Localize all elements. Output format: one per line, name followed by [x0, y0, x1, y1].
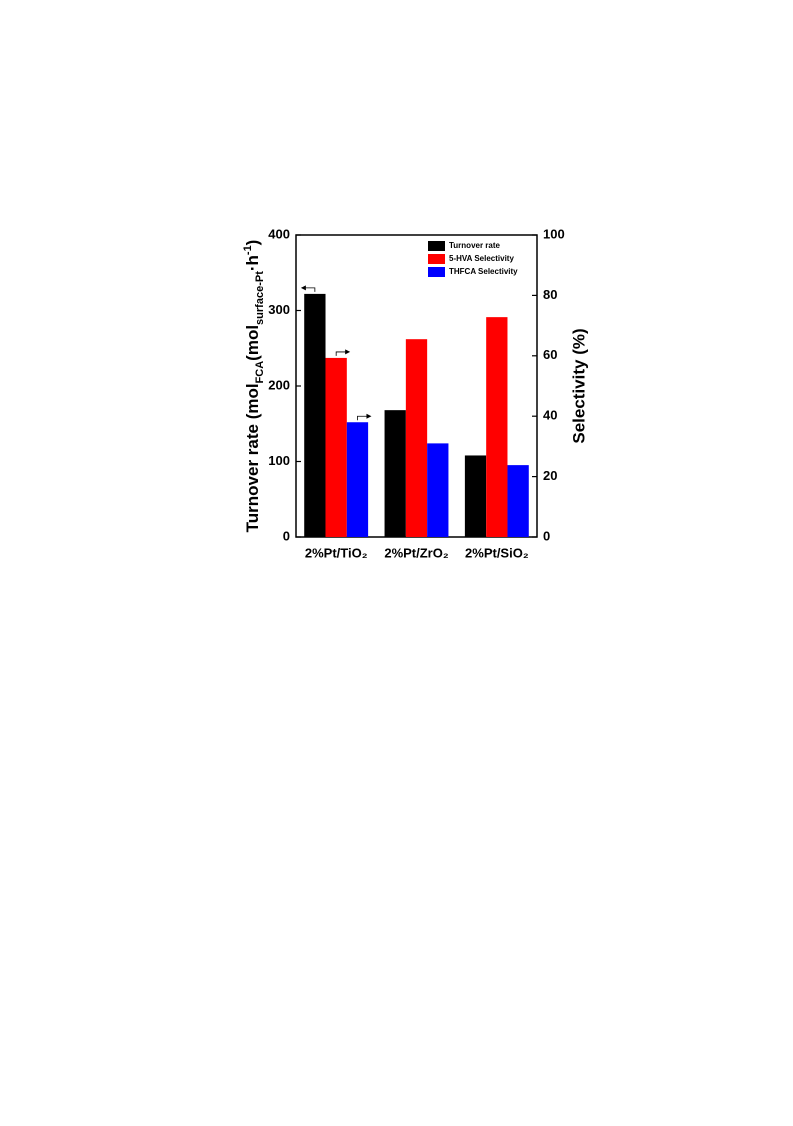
x-tick-label: 2%Pt/ZrO₂	[384, 545, 449, 560]
y-tick-label: 200	[268, 377, 290, 392]
axis-arrow	[304, 287, 316, 292]
y-axis-title-part: (mol	[243, 325, 262, 361]
axis-arrow	[357, 415, 368, 421]
bar	[304, 293, 326, 537]
y2-tick-label: 40	[543, 408, 557, 423]
y-tick-label: 300	[268, 302, 290, 317]
y2-tick-label: 20	[543, 468, 557, 483]
y-axis-title: Turnover rate (molFCA(molsurface-Pt·h-1)	[242, 240, 266, 533]
y2-tick-label: 80	[543, 287, 557, 302]
y2-axis-title: Selectivity (%)	[569, 328, 588, 443]
y-axis-title-part: -1	[242, 245, 254, 255]
bar	[384, 410, 406, 537]
y-axis-title-part: ·h	[243, 255, 262, 271]
y-axis-title-part: Turnover rate (mol	[243, 383, 262, 532]
legend-label: Turnover rate	[449, 241, 501, 250]
y-tick-label: 400	[268, 226, 290, 241]
y2-tick-label: 60	[543, 347, 557, 362]
axis-arrow-head	[366, 413, 372, 419]
legend-label: THFCA Selectivity	[449, 267, 518, 276]
y2-tick-label: 0	[543, 528, 550, 543]
y-tick-label: 100	[268, 453, 290, 468]
y2-tick-label: 100	[543, 226, 565, 241]
axis-arrow-head	[300, 285, 306, 291]
legend-label: 5-HVA Selectivity	[449, 254, 514, 263]
x-tick-label: 2%Pt/SiO₂	[465, 545, 529, 560]
legend-swatch	[428, 254, 445, 264]
bar	[486, 317, 508, 537]
axis-arrow	[335, 351, 347, 356]
y-axis-title-part: )	[243, 240, 262, 246]
bar	[427, 443, 449, 537]
bar	[325, 357, 347, 537]
bar	[346, 422, 369, 537]
y-axis-title-part: surface-Pt	[254, 271, 266, 325]
legend-swatch	[428, 267, 445, 277]
bar	[507, 465, 529, 537]
bar	[405, 339, 428, 537]
y-axis-title-part: FCA	[254, 361, 266, 384]
y-tick-label: 0	[283, 528, 290, 543]
bar	[464, 455, 487, 537]
x-tick-label: 2%Pt/TiO₂	[305, 545, 368, 560]
legend-swatch	[428, 241, 445, 251]
axis-arrow-head	[345, 349, 351, 355]
